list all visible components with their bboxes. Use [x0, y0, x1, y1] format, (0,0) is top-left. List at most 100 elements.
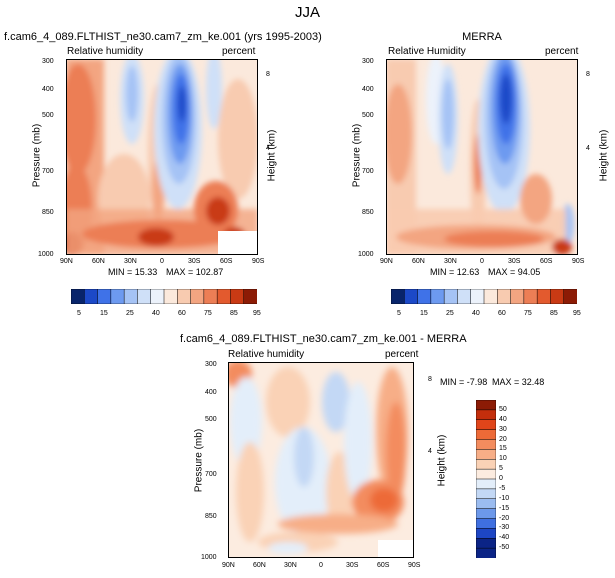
panel2-xtick-30s: 30S — [508, 258, 521, 265]
panel1-right-label: percent — [222, 46, 256, 57]
panel2-y2label: Height (km) — [598, 129, 610, 182]
panel2-y2tick-8: 8 — [586, 71, 590, 78]
panel3-y2tick-4: 4 — [428, 448, 432, 455]
panel1-level-60: 60 — [178, 310, 186, 317]
panel2-title: MERRA — [462, 31, 502, 43]
panel3-max: MAX = 32.48 — [492, 377, 545, 387]
panel3-colorbar-swatch-14 — [476, 538, 496, 549]
panel3-colorbar — [476, 400, 496, 558]
panel1-colorbar-swatch-0 — [71, 289, 85, 304]
panel1-colorbar-swatch-6 — [150, 289, 165, 304]
panel2-xtick-0: 0 — [480, 258, 484, 265]
panel3-colorbar-swatch-1 — [476, 409, 496, 421]
panel3-right-label: percent — [385, 349, 419, 360]
panel3-level-label: 0 — [499, 475, 503, 482]
panel2-min: MIN = 12.63 — [430, 267, 480, 277]
panel2-xtick-60s: 60S — [540, 258, 553, 265]
panel2-ytick-400: 400 — [362, 86, 374, 93]
panel1-ytick-700: 700 — [42, 168, 54, 175]
panel1-colorbar-swatch-7 — [163, 289, 178, 304]
panel2-right-label: percent — [545, 46, 579, 57]
panel2-heatmap — [386, 59, 578, 255]
panel2-colorbar-swatch-9 — [510, 289, 525, 304]
panel3-level-label: -30 — [499, 524, 510, 532]
panel1-min: MIN = 15.33 — [108, 267, 158, 277]
panel3-colorbar-swatch-8 — [476, 478, 496, 490]
panel2-colorbar-swatch-11 — [536, 289, 551, 304]
panel2-ylabel: Pressure (mb) — [351, 123, 363, 188]
panel1-ylabel: Pressure (mb) — [31, 123, 43, 188]
panel3-colorbar-swatch-10 — [476, 498, 496, 510]
panel3-colorbar-swatch-5 — [476, 449, 496, 460]
panel3-y2label: Height (km) — [436, 434, 448, 487]
panel1-xtick-30s: 30S — [188, 258, 201, 265]
panel1-ytick-400: 400 — [42, 86, 54, 93]
panel1-xtick-90s: 90S — [252, 258, 265, 265]
panel3-level-label: 30 — [499, 425, 507, 433]
panel2-colorbar-swatch-3 — [430, 289, 445, 304]
panel1-ytick-1000: 1000 — [38, 251, 54, 258]
panel3-colorbar-swatch-13 — [476, 528, 496, 539]
panel3-colorbar-swatch-2 — [476, 419, 496, 431]
panel1-ytick-500: 500 — [42, 112, 54, 119]
panel3-ylabel: Pressure (mb) — [193, 428, 205, 493]
panel1-y2tick-4: 4 — [266, 145, 270, 152]
panel1-level-15: 15 — [100, 310, 108, 317]
panel3-colorbar-swatch-9 — [476, 488, 496, 500]
panel2-colorbar-swatch-6 — [470, 289, 485, 304]
panel3-xtick-0: 0 — [319, 562, 323, 569]
panel1-xtick-60s: 60S — [220, 258, 233, 265]
panel2-xtick-60n: 60N — [412, 258, 425, 265]
panel1-colorbar-swatch-13 — [243, 289, 257, 304]
panel1-y2label: Height (km) — [266, 129, 278, 182]
panel1-level-75: 75 — [204, 310, 212, 317]
panel3-xtick-30s: 30S — [346, 562, 359, 569]
panel2-colorbar-swatch-12 — [550, 289, 565, 304]
panel1-ytick-850: 850 — [42, 209, 54, 216]
panel3-ytick-300: 300 — [205, 361, 217, 368]
panel2-level-15: 15 — [420, 310, 428, 317]
panel3-level-label: 50 — [499, 405, 507, 413]
panel1-max: MAX = 102.87 — [166, 267, 224, 277]
panel2-colorbar-swatch-5 — [457, 289, 472, 304]
panel2-colorbar — [391, 289, 577, 304]
panel1-colorbar — [71, 289, 257, 304]
page-title: JJA — [294, 4, 320, 21]
panel3-colorbar-swatch-15 — [476, 547, 496, 558]
panel3-level-label: -5 — [499, 484, 506, 492]
panel3-level-label: -10 — [499, 494, 510, 502]
panel3-level-label: 40 — [499, 415, 507, 423]
panel1-level-40: 40 — [152, 310, 160, 317]
panel1-level-85: 85 — [230, 310, 238, 317]
panel3-ytick-500: 500 — [205, 416, 217, 423]
panel3-min: MIN = -7.98 — [440, 377, 488, 387]
panel3-colorbar-swatch-12 — [476, 518, 496, 529]
panel3-colorbar-swatch-6 — [476, 459, 496, 470]
panel1-xtick-60n: 60N — [92, 258, 105, 265]
panel1-colorbar-swatch-11 — [216, 289, 231, 304]
panel2-colorbar-swatch-10 — [523, 289, 538, 304]
panel1-xtick-90n: 90N — [60, 258, 73, 265]
panel2-colorbar-swatch-1 — [404, 289, 419, 304]
panel3-colorbar-swatch-0 — [476, 400, 496, 411]
panel1-colorbar-swatch-10 — [203, 289, 218, 304]
panel3-heatmap — [228, 362, 414, 558]
panel3-level-label: -20 — [499, 514, 510, 522]
panel3-left-label: Relative humidity — [228, 349, 305, 360]
panel1-colorbar-swatch-3 — [110, 289, 125, 304]
panel1-title: f.cam6_4_089.FLTHIST_ne30.cam7_zm_ke.001… — [4, 31, 322, 43]
panel2-colorbar-swatch-8 — [497, 289, 512, 304]
panel2-level-5: 5 — [397, 310, 401, 317]
panel3-level-label: -50 — [499, 544, 510, 552]
panel3-level-label: 20 — [499, 435, 507, 443]
panel1-colorbar-swatch-5 — [137, 289, 152, 304]
panel3-colorbar-swatch-3 — [476, 429, 496, 441]
panel3-title: f.cam6_4_089.FLTHIST_ne30.cam7_zm_ke.001… — [180, 333, 467, 345]
panel3-ytick-850: 850 — [205, 513, 217, 520]
panel2-level-95: 95 — [573, 310, 581, 317]
panel2-y2tick-4: 4 — [586, 145, 590, 152]
panel1-xtick-30n: 30N — [124, 258, 137, 265]
panel3-level-label: -40 — [499, 534, 510, 542]
panel2-colorbar-swatch-7 — [483, 289, 498, 304]
panel1-level-25: 25 — [126, 310, 134, 317]
